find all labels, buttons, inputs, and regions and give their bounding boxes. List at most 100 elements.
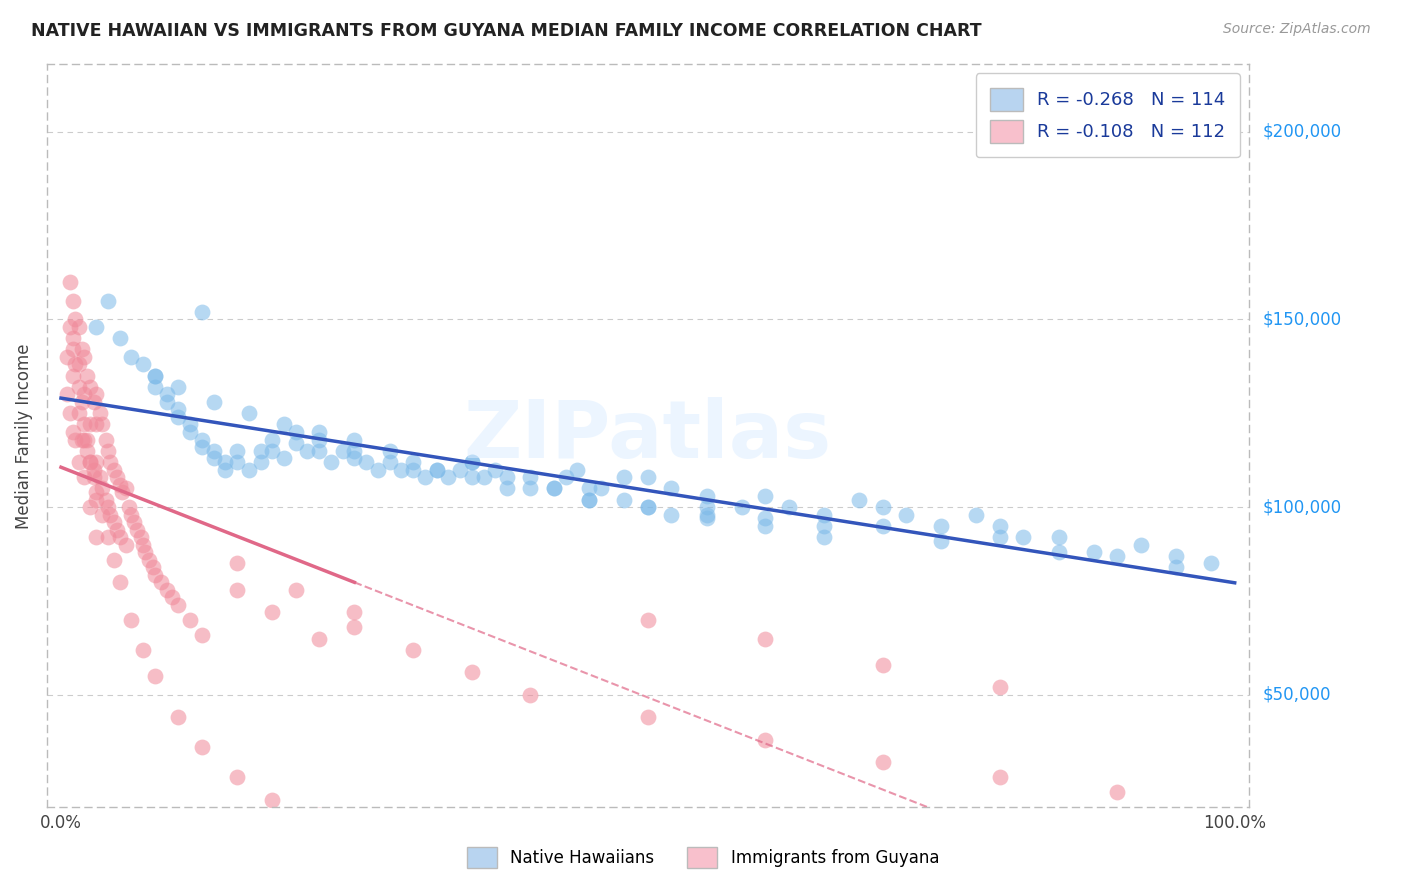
Point [696,508,718,522]
Point [114,538,136,552]
Point [659,508,682,522]
Point [98,455,121,469]
Point [238,406,260,420]
Point [1083,545,1105,559]
Point [754,511,776,525]
Point [155,582,177,597]
Point [613,470,636,484]
Point [191,740,214,755]
Text: $50,000: $50,000 [1263,686,1331,704]
Point [143,567,166,582]
Point [97,530,120,544]
Point [1047,530,1070,544]
Point [778,500,800,514]
Point [262,605,284,619]
Point [413,470,436,484]
Point [63,433,86,447]
Point [496,481,519,495]
Point [637,710,659,724]
Point [578,481,600,495]
Point [141,560,163,574]
Point [696,500,718,514]
Point [105,470,128,484]
Point [59,275,82,289]
Point [519,470,541,484]
Legend: Native Hawaiians, Immigrants from Guyana: Native Hawaiians, Immigrants from Guyana [460,840,946,875]
Point [578,492,600,507]
Point [67,380,90,394]
Point [1164,560,1187,574]
Point [214,462,236,476]
Point [389,462,412,476]
Point [554,470,576,484]
Point [402,462,425,476]
Point [63,358,86,372]
Point [70,433,93,447]
Point [84,492,107,507]
Point [696,511,718,525]
Point [76,368,98,383]
Point [167,409,190,424]
Legend: R = -0.268   N = 114, R = -0.108   N = 112: R = -0.268 N = 114, R = -0.108 N = 112 [976,73,1240,157]
Point [73,433,96,447]
Point [62,293,84,308]
Point [872,519,894,533]
Point [56,350,79,364]
Point [273,417,295,432]
Point [872,500,894,514]
Text: $100,000: $100,000 [1263,498,1341,516]
Y-axis label: Median Family Income: Median Family Income [15,343,32,528]
Point [543,481,565,495]
Point [155,387,177,401]
Point [284,582,307,597]
Point [103,462,125,476]
Point [754,519,776,533]
Point [343,620,366,634]
Point [94,492,117,507]
Point [567,462,589,476]
Point [143,368,166,383]
Point [202,443,225,458]
Point [613,492,636,507]
Point [89,470,111,484]
Point [1164,549,1187,563]
Point [84,319,107,334]
Point [132,358,155,372]
Point [402,642,425,657]
Point [108,477,131,491]
Point [73,387,96,401]
Point [91,481,114,495]
Point [179,417,201,432]
Point [872,657,894,672]
Point [378,822,401,837]
Point [103,515,125,529]
Point [79,500,101,514]
Point [56,387,79,401]
Point [132,538,155,552]
Point [754,489,776,503]
Point [120,508,142,522]
Point [132,642,155,657]
Point [262,443,284,458]
Point [1199,557,1222,571]
Point [731,500,754,514]
Point [73,470,96,484]
Point [143,368,166,383]
Point [108,530,131,544]
Point [402,455,425,469]
Point [1129,538,1152,552]
Point [589,481,612,495]
Point [84,530,107,544]
Point [659,481,682,495]
Point [103,552,125,566]
Point [226,582,249,597]
Point [84,417,107,432]
Point [1107,785,1129,799]
Point [308,632,330,646]
Point [108,575,131,590]
Point [67,358,90,372]
Point [122,515,145,529]
Point [929,519,952,533]
Point [543,481,565,495]
Point [308,425,330,439]
